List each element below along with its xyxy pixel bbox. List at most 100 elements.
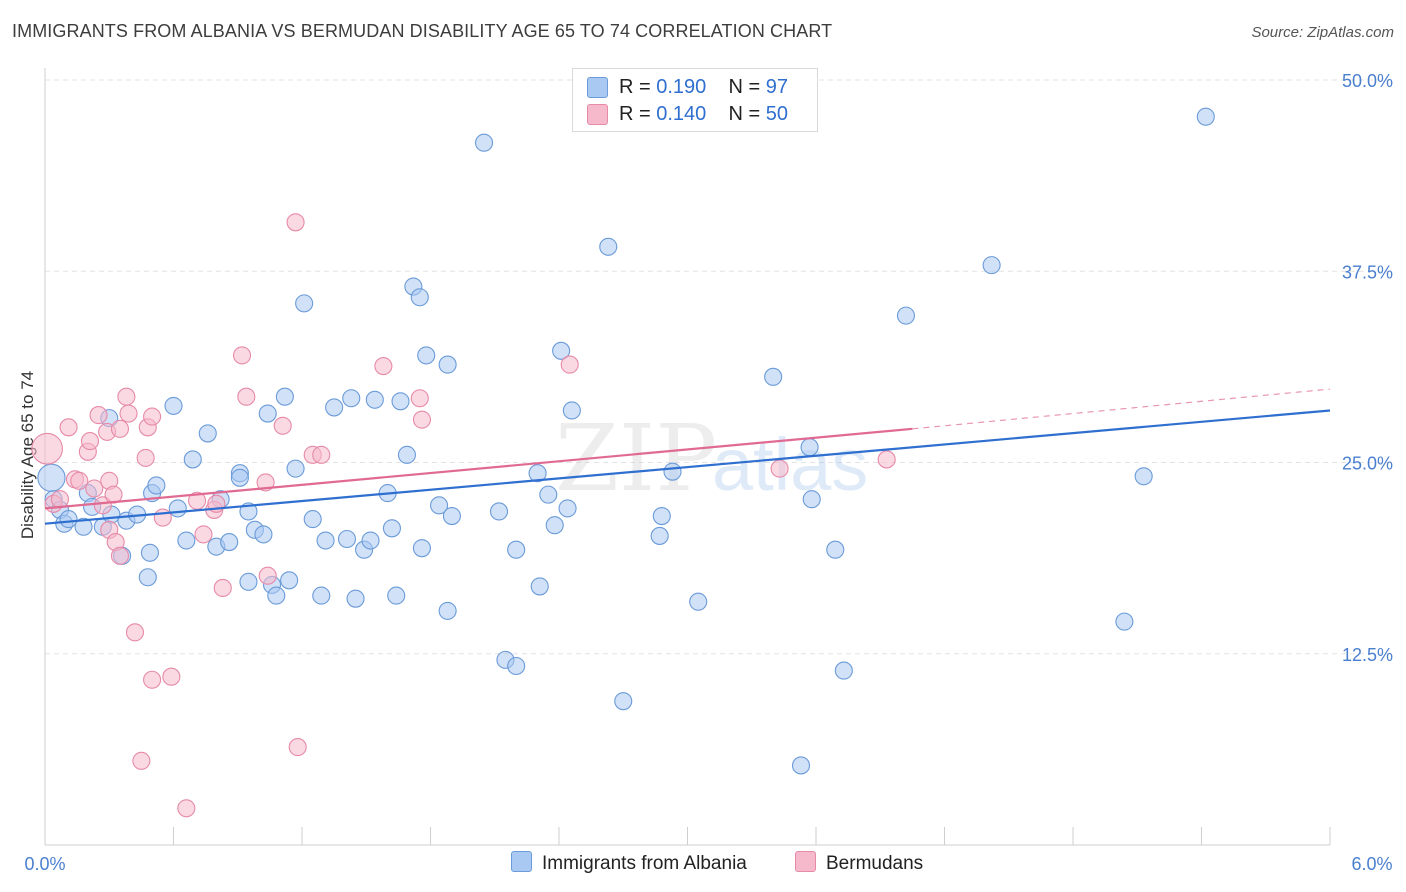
albania-point	[230, 468, 249, 487]
bermuda-point	[194, 525, 213, 544]
bermuda-point	[119, 404, 138, 423]
albania-point	[254, 525, 273, 544]
albania-point	[1115, 612, 1134, 631]
albania-point	[140, 543, 159, 562]
albania-point	[438, 355, 457, 374]
bermuda-point	[877, 450, 896, 469]
bermuda-trend-line	[44, 427, 913, 510]
watermark-atlas: atlas	[712, 423, 868, 506]
y-tick-label: 37.5%	[1342, 262, 1393, 282]
bermuda-point	[70, 471, 89, 490]
albania-point	[220, 533, 239, 552]
albania-point	[147, 476, 166, 495]
bermuda-point	[59, 418, 78, 437]
albania-point	[507, 540, 526, 559]
albania-point	[1196, 107, 1215, 126]
y-tick-label: 12.5%	[1342, 645, 1393, 665]
trend-lines	[44, 388, 1331, 525]
legend-n-label: N =	[728, 103, 761, 125]
legend-swatch-bermuda	[587, 104, 608, 125]
bottom-legend-label-bermuda: Bermudans	[826, 853, 924, 874]
albania-point	[562, 401, 581, 420]
bermuda-point	[412, 410, 431, 429]
bermuda-point	[273, 416, 292, 435]
albania-point	[342, 389, 361, 408]
bottom-legend-swatch-albania	[511, 851, 532, 872]
albania-trend-line	[44, 409, 1331, 525]
albania-point	[430, 496, 449, 515]
albania-point	[663, 462, 682, 481]
bermuda-point	[560, 355, 579, 374]
bermuda-point	[31, 432, 63, 465]
albania-point	[365, 390, 384, 409]
legend-n-value: 97	[765, 76, 789, 98]
albania-point	[267, 586, 286, 605]
albania-point	[198, 424, 217, 443]
watermark: ZIP atlas	[555, 405, 868, 512]
albania-point	[177, 531, 196, 550]
y-tick-label: 25.0%	[1342, 454, 1393, 474]
albania-point	[800, 438, 819, 457]
albania-point	[826, 540, 845, 559]
x-tick-label-max: 6.0%	[1351, 854, 1392, 874]
bottom-legend-albania: Immigrants from Albania	[511, 851, 747, 875]
albania-point	[295, 294, 314, 313]
albania-point	[417, 346, 436, 365]
bottom-legend-bermuda: Bermudans	[795, 851, 923, 875]
albania-point	[982, 256, 1001, 275]
bermuda-point	[410, 389, 429, 408]
albania-point	[280, 571, 299, 590]
bermuda-points	[31, 213, 896, 818]
albania-point	[558, 499, 577, 518]
albania-point	[258, 404, 277, 423]
bermuda-point	[85, 479, 104, 498]
albania-point	[361, 531, 380, 550]
bermuda-point	[143, 407, 162, 426]
albania-point	[489, 502, 509, 521]
albania-point	[168, 499, 187, 518]
albania-point	[387, 586, 406, 605]
bermuda-point	[50, 490, 70, 509]
albania-point	[791, 756, 811, 775]
tick-labels: 12.5% 25.0% 37.5% 50.0% 0.0% 6.0%	[24, 71, 1393, 874]
legend-r-label: R =	[619, 103, 651, 125]
albania-point	[474, 133, 494, 152]
albania-point	[37, 463, 66, 492]
albania-point	[74, 517, 93, 536]
bermuda-trend-extension	[912, 388, 1331, 430]
albania-point	[545, 516, 564, 535]
albania-point	[391, 392, 410, 411]
albania-point	[764, 367, 783, 386]
albania-points	[37, 107, 1215, 775]
legend: R = 0.190 N = 97 R = 0.140 N = 50	[572, 68, 818, 132]
bermuda-point	[89, 406, 108, 425]
albania-point	[507, 656, 526, 676]
albania-point	[337, 529, 357, 549]
albania-point	[652, 506, 671, 526]
albania-point	[552, 341, 571, 360]
albania-point	[802, 490, 821, 509]
albania-point	[650, 526, 669, 545]
albania-point	[539, 485, 558, 504]
albania-point	[599, 237, 618, 256]
bermuda-point	[288, 738, 307, 757]
albania-point	[59, 510, 78, 529]
albania-point	[325, 398, 344, 417]
bermuda-point	[143, 670, 162, 689]
bermuda-point	[136, 448, 155, 467]
gridlines	[45, 79, 1392, 655]
bottom-legend-label-albania: Immigrants from Albania	[542, 853, 747, 874]
albania-point	[382, 519, 402, 538]
albania-point	[530, 577, 549, 596]
albania-point	[183, 450, 202, 469]
albania-point	[412, 539, 431, 558]
albania-point	[528, 464, 547, 483]
albania-point	[138, 568, 157, 587]
chart-title: IMMIGRANTS FROM ALBANIA VS BERMUDAN DISA…	[12, 21, 833, 41]
legend-r-value: 0.140	[656, 103, 707, 125]
bermuda-point	[125, 623, 144, 642]
bermuda-point	[153, 508, 172, 527]
albania-point	[164, 396, 183, 415]
legend-swatch-albania	[587, 77, 608, 98]
